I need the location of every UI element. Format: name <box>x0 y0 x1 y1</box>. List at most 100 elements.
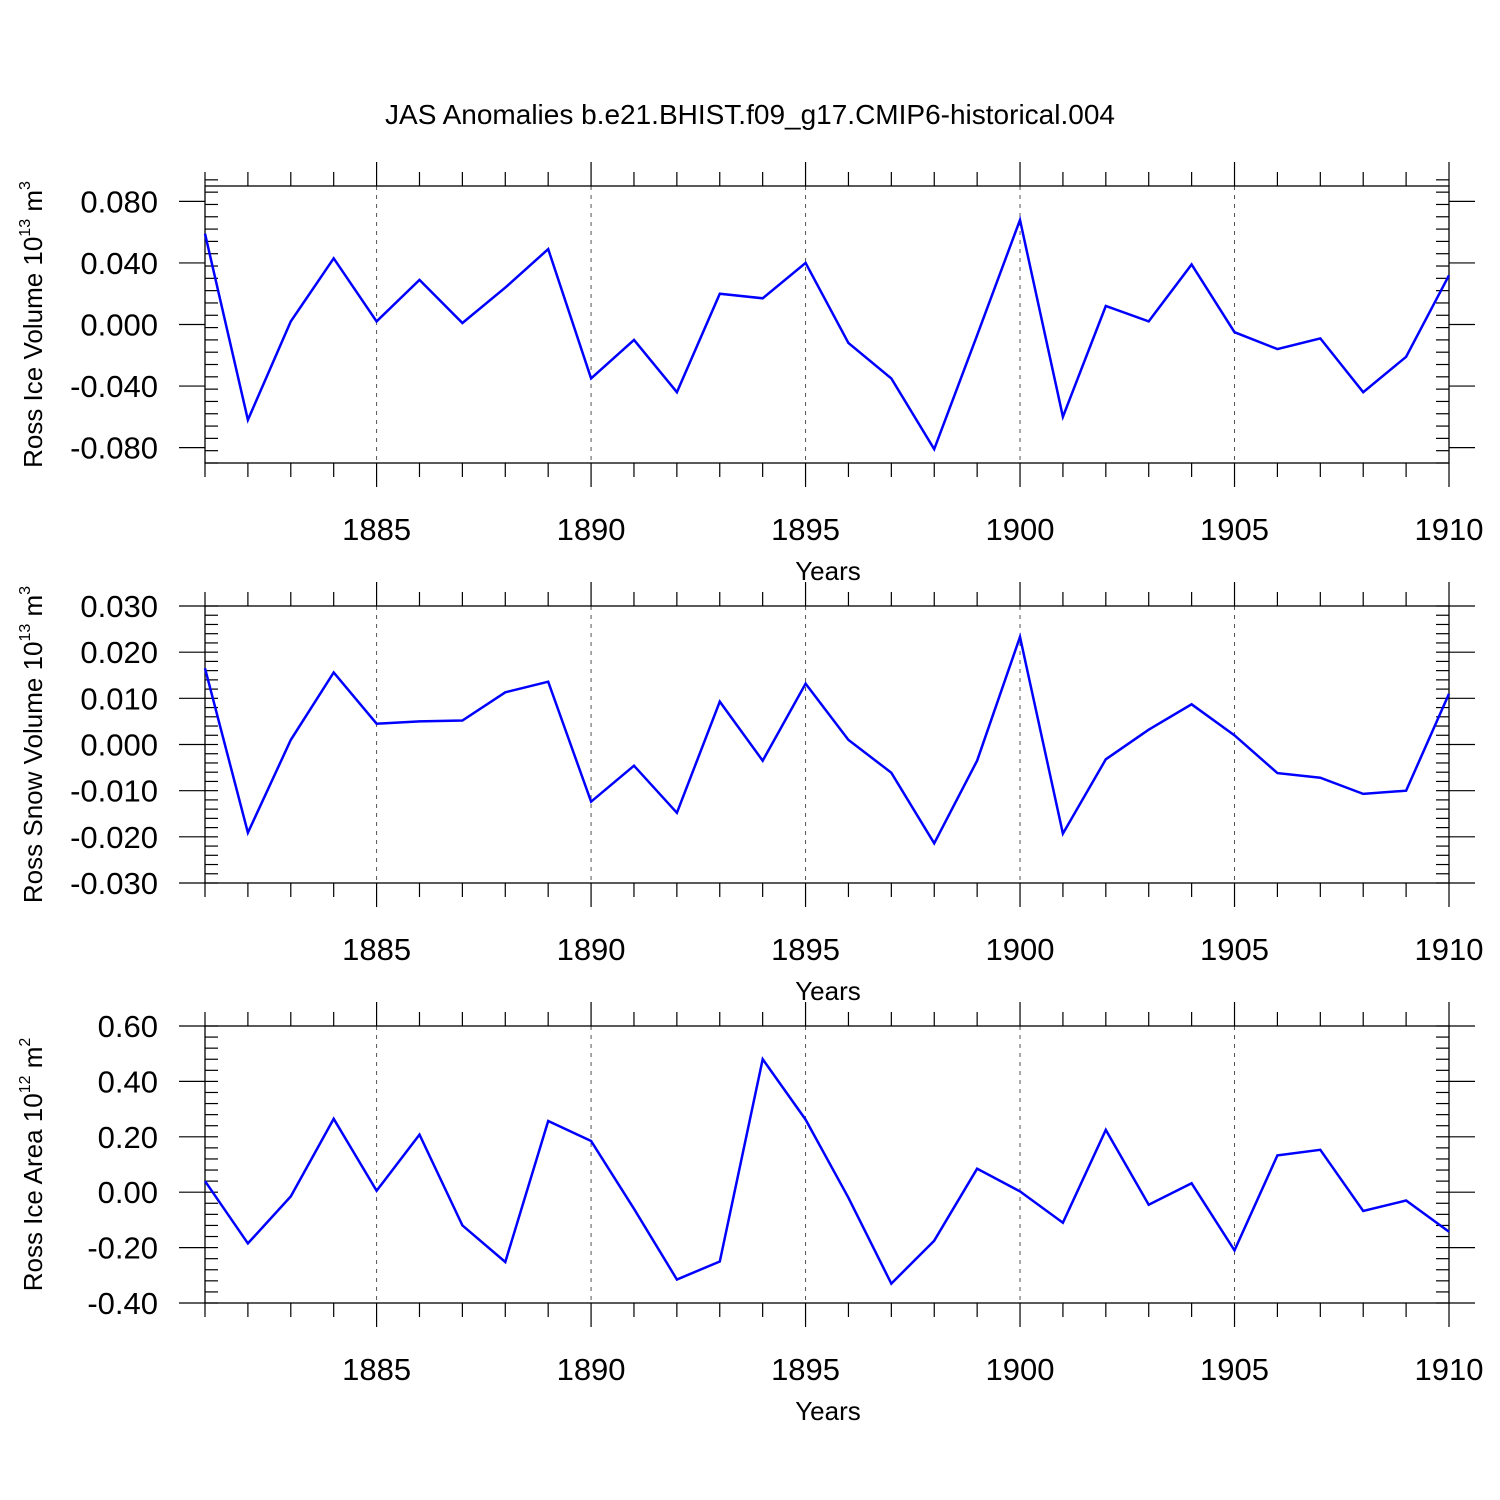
data-point <box>632 338 636 342</box>
data-point <box>932 1239 936 1243</box>
data-point <box>460 321 464 325</box>
data-point <box>804 682 808 686</box>
y-axis-title: Ross Ice Volume 1013 m3 <box>17 181 48 468</box>
y-axis-title-unit: m <box>18 190 48 219</box>
data-point <box>503 286 507 290</box>
data-point <box>546 680 550 684</box>
data-point <box>375 722 379 726</box>
y-axis-title-exponent: 12 <box>17 1075 34 1093</box>
series-line <box>203 215 1451 453</box>
y-tick-label: -0.040 <box>70 369 158 404</box>
data-point <box>1275 771 1279 775</box>
x-tick-label: 1895 <box>771 1352 840 1387</box>
data-point <box>1318 336 1322 340</box>
plot-frame <box>204 185 1450 464</box>
x-tick-label: 1890 <box>557 512 626 547</box>
y-tick-label: -0.020 <box>70 820 158 855</box>
panel-1: 1885 1890 1895 1900 1905 1910 Years -0.080 -0.04… <box>17 162 1483 586</box>
data-point <box>675 390 679 394</box>
data-point <box>1147 728 1151 732</box>
data-point <box>846 341 850 345</box>
x-tick-label: 1910 <box>1415 1352 1484 1387</box>
data-point <box>718 1259 722 1263</box>
data-point <box>417 1133 421 1137</box>
x-axis-title: Years <box>795 556 861 586</box>
data-point <box>761 296 765 300</box>
data-point <box>503 1260 507 1264</box>
data-point <box>675 1277 679 1281</box>
y-tick-label: 0.080 <box>80 184 158 219</box>
data-point <box>975 759 979 763</box>
data-point <box>1361 792 1365 796</box>
data-point <box>1447 1230 1451 1234</box>
data-point <box>1061 832 1065 836</box>
data-point <box>332 670 336 674</box>
series-line <box>203 632 1451 846</box>
data-point <box>889 1282 893 1286</box>
plot-frame <box>204 605 1450 884</box>
data-point <box>675 811 679 815</box>
data-point <box>546 247 550 251</box>
data-point <box>1318 1148 1322 1152</box>
data-point <box>1447 692 1451 696</box>
y-tick-label: 0.010 <box>80 681 158 716</box>
data-point <box>804 1118 808 1122</box>
data-point <box>1018 218 1022 222</box>
data-point <box>589 800 593 804</box>
data-point <box>1233 330 1237 334</box>
data-point <box>889 376 893 380</box>
x-tick-label: 1910 <box>1415 512 1484 547</box>
x-axis-title: Years <box>795 976 861 1006</box>
data-point <box>546 1119 550 1123</box>
y-axis-title: Ross Ice Area 1012 m2 <box>17 1038 48 1292</box>
data-point <box>1233 733 1237 737</box>
y-axis-title-unit: m <box>18 595 48 624</box>
data-point <box>246 418 250 422</box>
x-tick-label: 1890 <box>557 1352 626 1387</box>
data-point <box>503 690 507 694</box>
y-axis-title-unit-exponent: 3 <box>17 181 34 190</box>
x-tick-label: 1905 <box>1200 1352 1269 1387</box>
data-point <box>460 1223 464 1227</box>
figure-title: JAS Anomalies b.e21.BHIST.f09_g17.CMIP6-… <box>385 99 1115 130</box>
y-axis-title-text: Ross Ice Volume 10 <box>18 237 48 468</box>
data-point <box>804 261 808 265</box>
data-point <box>203 666 207 670</box>
data-point <box>1404 355 1408 359</box>
data-point <box>1190 262 1194 266</box>
x-tick-label: 1890 <box>557 932 626 967</box>
data-point <box>1275 1153 1279 1157</box>
data-point <box>246 831 250 835</box>
data-point <box>417 719 421 723</box>
data-point <box>1147 319 1151 323</box>
data-point <box>417 278 421 282</box>
data-point <box>332 1117 336 1121</box>
data-point <box>375 319 379 323</box>
y-tick-label: -0.20 <box>87 1231 158 1266</box>
data-point <box>1361 1209 1365 1213</box>
y-tick-label: 0.00 <box>98 1175 158 1210</box>
y-tick-label: -0.030 <box>70 866 158 901</box>
x-tick-label: 1885 <box>342 512 411 547</box>
x-axis-title: Years <box>795 1396 861 1426</box>
data-point <box>889 771 893 775</box>
x-tick-label: 1900 <box>986 932 1055 967</box>
y-axis-title-text: Ross Snow Volume 10 <box>18 642 48 904</box>
data-point <box>289 738 293 742</box>
data-point <box>975 1167 979 1171</box>
y-tick-label: 0.040 <box>80 246 158 281</box>
data-point <box>460 718 464 722</box>
panel-3: 1885 1890 1895 1900 1905 1910 Years -0.40 -0.20 0… <box>17 1002 1483 1426</box>
x-tick-label: 1905 <box>1200 932 1269 967</box>
data-point <box>1147 1203 1151 1207</box>
y-axis-title-unit: m <box>18 1047 48 1076</box>
data-point <box>1318 776 1322 780</box>
series-line <box>203 1056 1450 1286</box>
data-point <box>975 333 979 337</box>
data-point <box>1018 635 1022 639</box>
y-tick-label: 0.000 <box>80 728 158 763</box>
y-tick-label: -0.40 <box>87 1286 158 1321</box>
y-tick-label: -0.010 <box>70 774 158 809</box>
plot-frame <box>204 1025 1450 1304</box>
